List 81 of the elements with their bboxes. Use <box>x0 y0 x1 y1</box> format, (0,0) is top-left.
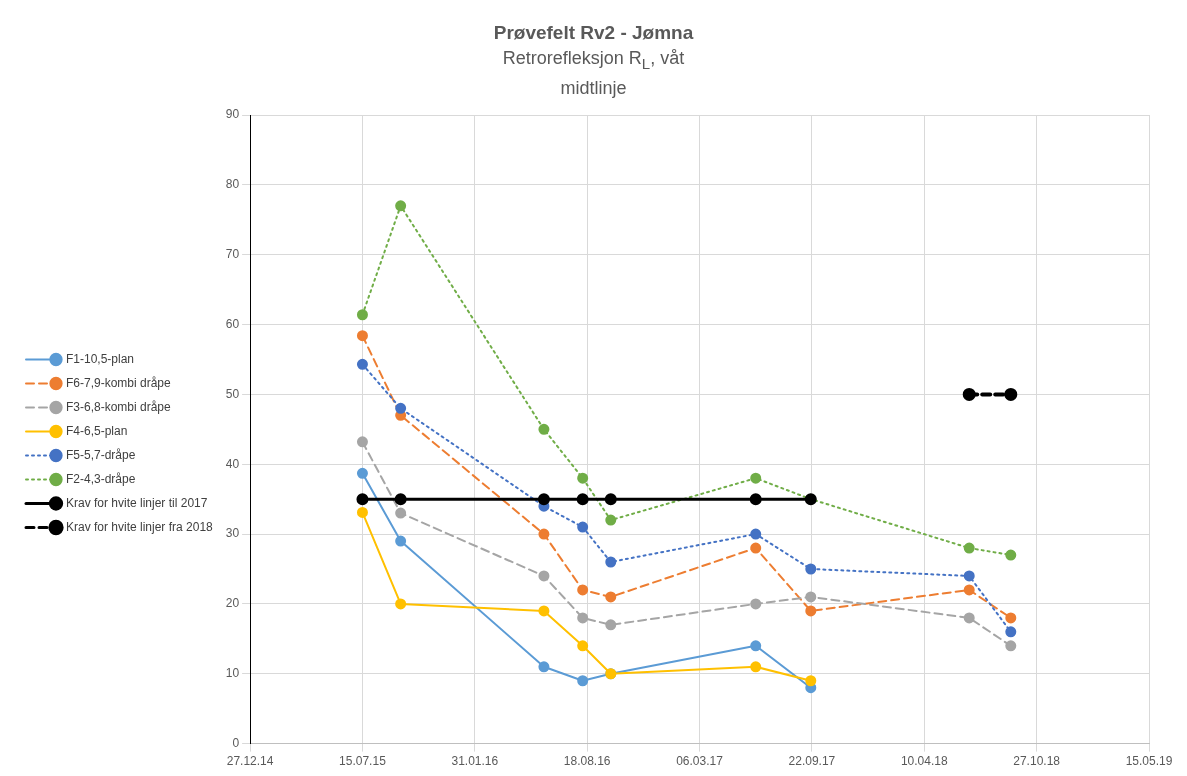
y-tick-label: 30 <box>225 526 240 541</box>
point <box>805 675 817 687</box>
legend-label: F1-10,5-plan <box>66 351 135 366</box>
y-tick-label: 50 <box>225 386 240 401</box>
point <box>537 493 550 506</box>
point <box>805 563 817 575</box>
point <box>356 436 368 448</box>
point <box>805 591 817 603</box>
point <box>356 467 368 479</box>
point <box>750 661 762 673</box>
y-tick-label: 0 <box>232 735 240 750</box>
legend-label: Krav for hvite linjer fra 2018 <box>66 519 214 534</box>
x-tick-label: 15.07.15 <box>339 754 387 769</box>
point <box>577 521 589 533</box>
y-tick-label: 90 <box>225 107 240 122</box>
y-tick-label: 80 <box>225 177 240 192</box>
point <box>805 605 817 617</box>
point <box>1005 549 1017 561</box>
point <box>1005 626 1017 638</box>
point <box>395 598 407 610</box>
point <box>356 358 368 370</box>
legend-label: F6-7,9-kombi dråpe <box>66 375 172 390</box>
point <box>577 472 589 484</box>
point <box>577 675 589 687</box>
x-tick-label: 31.01.16 <box>451 754 499 769</box>
legend-label: F5-5,7-dråpe <box>66 447 136 462</box>
point <box>395 507 407 519</box>
point <box>577 584 589 596</box>
y-tick-label: 20 <box>225 596 240 611</box>
point <box>963 542 975 554</box>
point <box>750 472 762 484</box>
point <box>577 612 589 624</box>
point <box>395 402 407 414</box>
point <box>577 640 589 652</box>
point <box>538 528 550 540</box>
x-tick-label: 15.05.19 <box>1125 754 1173 769</box>
legend-label: F2-4,3-dråpe <box>66 471 136 486</box>
point <box>605 556 617 568</box>
point <box>356 493 369 506</box>
point <box>538 570 550 582</box>
legend-label: F4-6,5-plan <box>66 423 128 438</box>
point <box>605 514 617 526</box>
text: Retrorefleksjon R$_{L}$, våt midtlinje <box>502 48 685 98</box>
y-tick-label: 70 <box>225 247 240 261</box>
point <box>395 200 407 212</box>
y-tick-label: 40 <box>225 456 240 471</box>
point <box>750 528 762 540</box>
point <box>963 612 975 624</box>
x-tick-label: 27.10.18 <box>1013 754 1061 769</box>
point <box>538 661 550 673</box>
point <box>750 598 762 610</box>
y-tick-label: 10 <box>225 666 240 681</box>
point <box>605 591 617 603</box>
point <box>1004 387 1018 401</box>
x-tick-label: 06.03.17 <box>676 754 724 769</box>
point <box>538 605 550 617</box>
point <box>1005 640 1017 652</box>
point <box>356 506 368 518</box>
point <box>604 493 617 506</box>
y-tick-label: 60 <box>225 316 240 331</box>
point <box>356 309 368 321</box>
point <box>538 423 550 435</box>
legend-label: Krav for hvite linjer til 2017 <box>66 495 208 510</box>
point <box>395 535 407 547</box>
point <box>750 640 762 652</box>
point <box>963 584 975 596</box>
point <box>750 542 762 554</box>
point <box>962 387 976 401</box>
point <box>1005 612 1017 624</box>
x-tick-label: 27.12.14 <box>226 754 274 769</box>
x-tick-label: 22.09.17 <box>788 754 836 769</box>
point <box>963 570 975 582</box>
point <box>576 493 589 506</box>
legend-label: F3-6,8-kombi dråpe <box>66 399 172 414</box>
point <box>749 493 762 506</box>
point <box>356 330 368 342</box>
point <box>394 493 407 506</box>
x-tick-label: 18.08.16 <box>563 754 611 769</box>
point <box>605 619 617 631</box>
chart-title: Prøvefelt Rv2 - Jømna <box>492 22 695 44</box>
x-tick-label: 10.04.18 <box>900 754 948 769</box>
